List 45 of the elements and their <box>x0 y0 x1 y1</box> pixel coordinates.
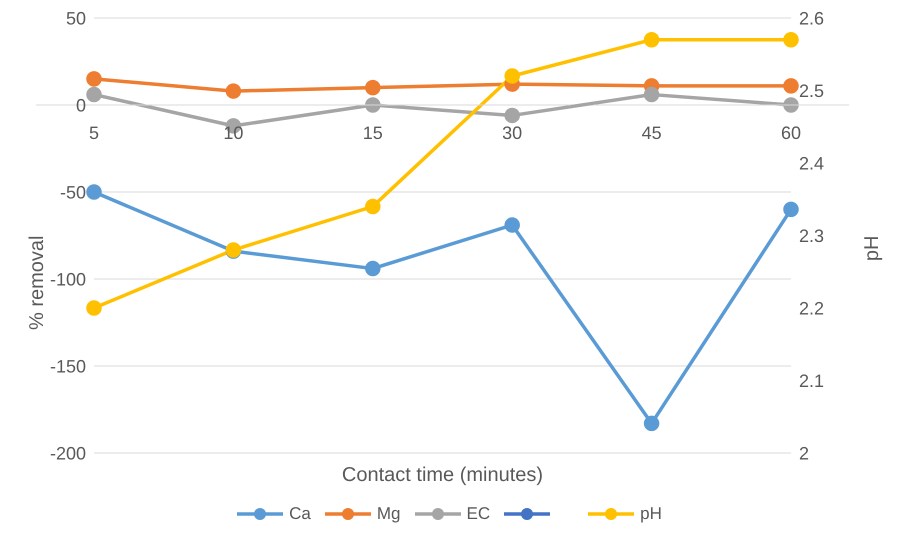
point <box>86 184 102 200</box>
legend-label: pH <box>640 504 662 524</box>
y2-tick-label: 2.6 <box>799 8 824 28</box>
y2-tick-label: 2.5 <box>799 80 824 101</box>
x-tick-label: 10 <box>223 123 244 143</box>
point <box>86 300 102 316</box>
y2-tick-label: 2.4 <box>799 153 824 174</box>
point <box>365 97 381 113</box>
point <box>504 108 520 124</box>
legend-label: Ca <box>289 504 311 524</box>
point <box>783 97 799 113</box>
y2-tick-label: 2.2 <box>799 298 824 318</box>
y2-tick-label: 2.1 <box>799 370 824 391</box>
y2-tick-label: 2 <box>799 443 810 464</box>
y-tick-label: 50 <box>66 8 86 28</box>
legend-label: Mg <box>376 504 400 524</box>
y-tick-label: -200 <box>50 443 86 464</box>
x-tick-label: 45 <box>642 123 662 143</box>
point <box>365 198 381 214</box>
point <box>783 78 799 94</box>
point <box>644 86 660 102</box>
point <box>504 68 520 84</box>
point <box>365 80 381 96</box>
y-tick-label: -150 <box>50 356 86 376</box>
point <box>644 416 660 432</box>
y-tick-label: -50 <box>60 182 86 202</box>
y2-axis-title: pH <box>861 236 884 262</box>
point <box>86 71 102 87</box>
x-tick-label: 60 <box>780 123 802 143</box>
x-axis-title: Contact time (minutes) <box>342 464 544 486</box>
point <box>226 83 242 99</box>
x-tick-label: 15 <box>362 123 383 143</box>
y-tick-label: -100 <box>50 269 86 290</box>
y2-tick-label: 2.3 <box>799 226 824 246</box>
point <box>783 202 799 218</box>
point <box>365 260 381 276</box>
x-tick-label: 5 <box>88 123 100 143</box>
point <box>86 86 102 102</box>
x-tick-label: 30 <box>502 123 522 143</box>
point <box>644 32 660 48</box>
point <box>783 32 799 48</box>
point <box>504 217 520 233</box>
y-axis-title: % removal <box>26 236 48 330</box>
legend-label: EC <box>466 504 490 524</box>
y-tick-label: 0 <box>76 95 86 116</box>
